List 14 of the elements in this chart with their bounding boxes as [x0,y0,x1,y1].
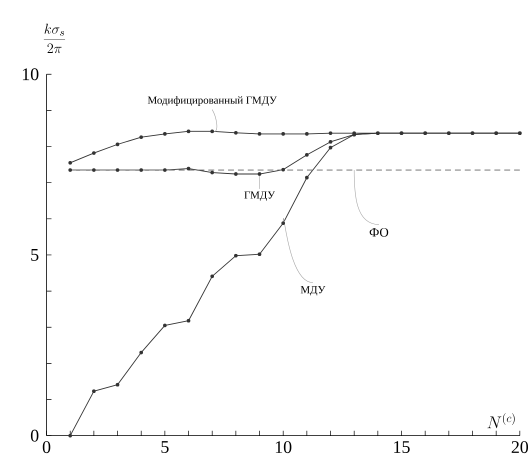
x-tick-label: 0 [42,440,50,453]
x-tick-label: 5 [161,440,169,453]
y-axis-title: $\frac{k\sigma_s}{2\pi}$ [44,24,66,53]
y-tick-label: 10 [22,68,38,80]
x-tick-label: 15 [394,440,410,453]
x-axis-title: $N^{(c)}$ [487,412,515,428]
x-tick-label: 20 [512,440,528,453]
series-label: ГМДУ [244,191,276,201]
ref-line-label: ФО [370,228,388,237]
x-tick-label: 10 [276,440,292,453]
text: Модифицированный ГМДУ [148,96,277,106]
y-tick-label: 5 [31,248,38,261]
y-tick-label: 0 [30,430,38,442]
text: МДУ [300,286,326,296]
